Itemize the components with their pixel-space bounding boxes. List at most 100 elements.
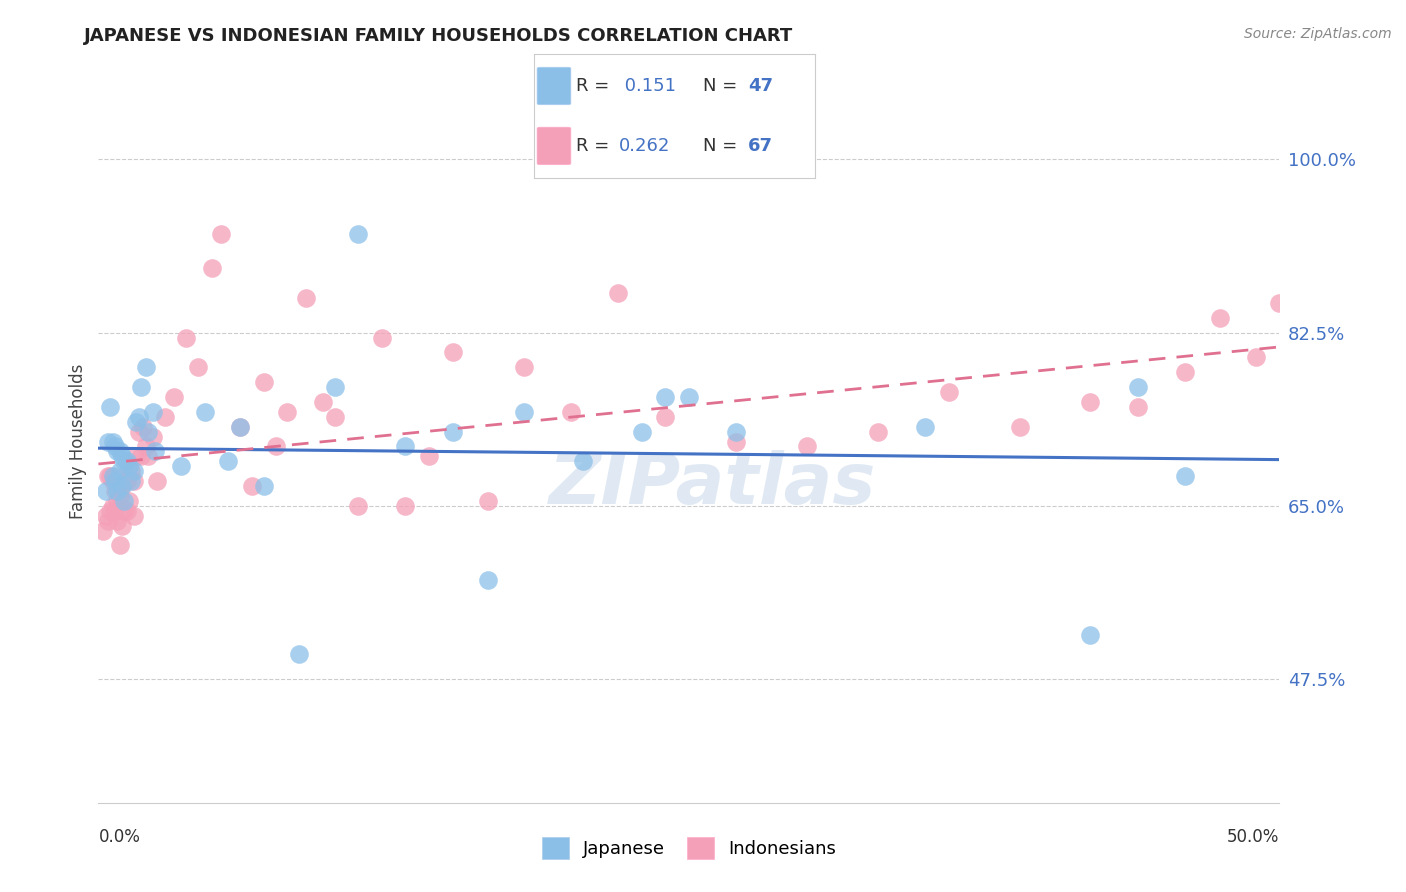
Point	[101, 474, 124, 488]
Y-axis label: Family Households: Family Households	[69, 364, 87, 519]
Point	[217, 454, 239, 468]
Point	[132, 419, 155, 434]
Point	[276, 405, 298, 419]
Point	[111, 450, 134, 464]
Point	[1126, 400, 1149, 414]
Point	[725, 425, 748, 439]
Point	[187, 360, 209, 375]
Point	[97, 469, 120, 483]
Point	[418, 450, 440, 464]
Point	[678, 390, 700, 404]
Point	[118, 494, 141, 508]
Point	[97, 434, 120, 449]
Point	[118, 459, 141, 474]
Point	[560, 405, 582, 419]
Point	[1244, 351, 1267, 365]
Point	[112, 494, 135, 508]
Point	[98, 400, 121, 414]
Text: 67: 67	[748, 137, 773, 155]
Point	[121, 464, 143, 478]
Text: 0.0%: 0.0%	[98, 828, 141, 846]
Text: R =: R =	[576, 77, 616, 95]
Point	[394, 499, 416, 513]
Point	[115, 454, 138, 468]
Point	[105, 514, 128, 528]
Point	[229, 419, 252, 434]
Point	[121, 474, 143, 488]
Point	[1174, 469, 1197, 483]
Point	[105, 483, 128, 498]
Point	[94, 508, 117, 523]
Point	[1080, 627, 1102, 641]
Point	[630, 425, 652, 439]
Point	[725, 434, 748, 449]
Point	[209, 227, 232, 241]
Point	[97, 514, 120, 528]
Point	[441, 345, 464, 359]
Point	[866, 425, 889, 439]
Point	[323, 409, 346, 424]
Point	[101, 499, 124, 513]
Point	[1126, 380, 1149, 394]
Point	[101, 434, 124, 449]
Point	[163, 390, 186, 404]
FancyBboxPatch shape	[537, 67, 571, 104]
Point	[142, 405, 165, 419]
Point	[796, 440, 818, 454]
Point	[112, 469, 135, 483]
Point	[115, 504, 138, 518]
Text: 0.151: 0.151	[619, 77, 676, 95]
Point	[125, 415, 148, 429]
Point	[125, 450, 148, 464]
Point	[105, 444, 128, 458]
Point	[115, 474, 138, 488]
Point	[122, 508, 145, 523]
Point	[477, 494, 499, 508]
Point	[104, 474, 127, 488]
Legend: Japanese, Indonesians: Japanese, Indonesians	[534, 830, 844, 866]
Text: 50.0%: 50.0%	[1227, 828, 1279, 846]
Point	[201, 261, 224, 276]
Point	[654, 390, 676, 404]
Point	[571, 454, 593, 468]
Point	[1008, 419, 1031, 434]
Point	[136, 450, 159, 464]
Point	[253, 375, 276, 389]
Point	[441, 425, 464, 439]
Point	[111, 518, 134, 533]
Point	[112, 504, 135, 518]
Text: JAPANESE VS INDONESIAN FAMILY HOUSEHOLDS CORRELATION CHART: JAPANESE VS INDONESIAN FAMILY HOUSEHOLDS…	[84, 27, 793, 45]
Point	[1174, 365, 1197, 379]
Point	[98, 504, 121, 518]
Text: R =: R =	[576, 137, 616, 155]
Point	[312, 395, 335, 409]
Point	[129, 380, 152, 394]
Text: ZIPatlas: ZIPatlas	[548, 450, 876, 519]
Point	[135, 360, 157, 375]
Point	[512, 360, 534, 375]
Point	[111, 479, 134, 493]
Text: 0.262: 0.262	[619, 137, 671, 155]
Point	[104, 483, 127, 498]
Point	[288, 648, 311, 662]
Point	[122, 474, 145, 488]
Point	[143, 444, 166, 458]
Point	[111, 479, 134, 493]
Point	[146, 474, 169, 488]
Point	[347, 499, 370, 513]
Point	[128, 425, 150, 439]
Point	[253, 479, 276, 493]
Point	[240, 479, 263, 493]
Point	[229, 419, 252, 434]
Point	[108, 444, 131, 458]
Point	[371, 330, 394, 344]
Text: N =: N =	[703, 77, 742, 95]
Point	[104, 504, 127, 518]
Point	[105, 494, 128, 508]
Point	[108, 539, 131, 553]
Text: N =: N =	[703, 137, 742, 155]
FancyBboxPatch shape	[537, 128, 571, 165]
Point	[323, 380, 346, 394]
Point	[101, 469, 124, 483]
Point	[512, 405, 534, 419]
